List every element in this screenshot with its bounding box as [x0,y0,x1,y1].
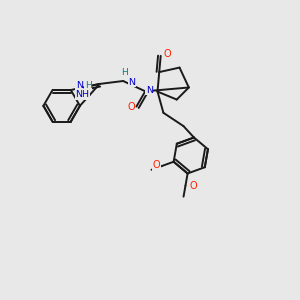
Text: H: H [85,81,92,90]
Text: O: O [127,102,135,112]
Text: NH: NH [75,90,89,99]
Text: O: O [164,50,171,59]
Text: N: N [76,81,83,90]
Text: O: O [153,160,160,170]
Text: N: N [128,78,135,87]
Text: N: N [146,85,153,94]
Text: H: H [121,68,128,77]
Text: O: O [189,181,196,190]
